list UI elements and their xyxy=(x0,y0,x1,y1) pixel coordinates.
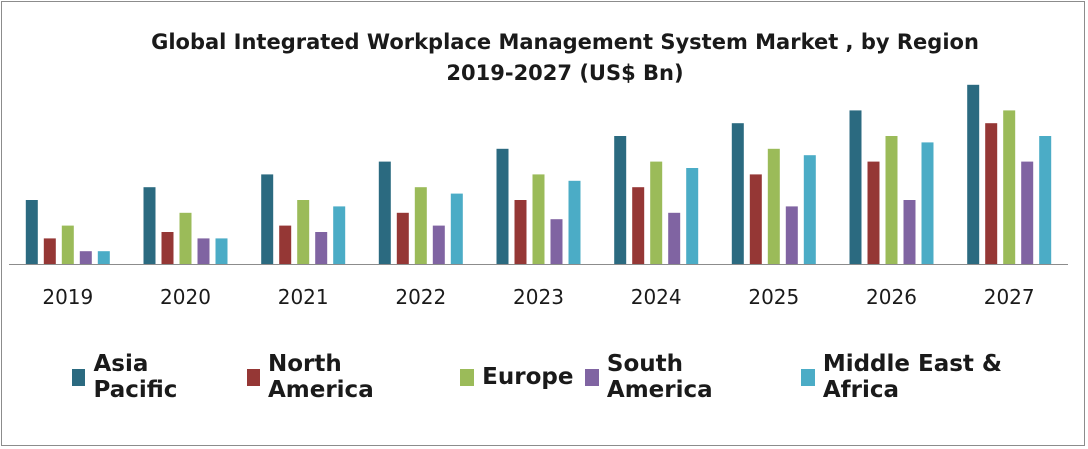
bar-asia-pacific-2024 xyxy=(614,136,627,264)
x-tick-label: 2024 xyxy=(631,285,682,309)
bar-middle-east-africa-2020 xyxy=(215,238,228,264)
bar-north-america-2019 xyxy=(43,238,56,264)
x-tick-label: 2021 xyxy=(278,285,329,309)
bar-middle-east-africa-2026 xyxy=(921,142,934,264)
bar-north-america-2027 xyxy=(985,123,998,264)
bar-south-america-2022 xyxy=(432,225,445,264)
bar-asia-pacific-2025 xyxy=(731,123,744,264)
bar-south-america-2020 xyxy=(197,238,210,264)
chart-legend: Asia Pacific North America Europe South Ame… xyxy=(72,351,1088,403)
bar-middle-east-africa-2022 xyxy=(450,193,463,264)
legend-label: Europe xyxy=(482,364,574,390)
bar-middle-east-africa-2027 xyxy=(1039,136,1052,264)
chart-subtitle: 2019-2027 (US$ Bn) xyxy=(446,61,684,85)
legend-item: Middle East & Africa xyxy=(801,351,1076,403)
legend-label: South America xyxy=(606,351,713,403)
chart-title: Global Integrated Workplace Management S… xyxy=(151,30,979,54)
legend-swatch xyxy=(246,368,260,386)
bar-south-america-2027 xyxy=(1021,161,1034,264)
bar-asia-pacific-2026 xyxy=(849,110,862,265)
bar-europe-2020 xyxy=(179,212,192,264)
bar-north-america-2022 xyxy=(396,212,409,264)
x-tick-label: 2025 xyxy=(748,285,799,309)
bar-south-america-2024 xyxy=(668,212,681,264)
bar-south-america-2023 xyxy=(550,219,563,264)
bar-europe-2025 xyxy=(767,148,780,264)
x-tick-label: 2026 xyxy=(866,285,917,309)
bar-europe-2023 xyxy=(532,174,545,264)
bar-middle-east-africa-2025 xyxy=(803,155,816,264)
bar-south-america-2025 xyxy=(785,206,798,264)
legend-swatch xyxy=(460,368,475,386)
x-tick-label: 2020 xyxy=(160,285,211,309)
bar-south-america-2026 xyxy=(903,200,916,264)
x-tick-label: 2027 xyxy=(984,285,1035,309)
bar-europe-2024 xyxy=(650,161,663,264)
bar-north-america-2023 xyxy=(514,200,527,264)
bar-middle-east-africa-2021 xyxy=(333,206,346,264)
bar-south-america-2019 xyxy=(79,251,92,264)
x-tick-label: 2019 xyxy=(42,285,93,309)
bar-asia-pacific-2020 xyxy=(143,187,156,264)
bar-asia-pacific-2019 xyxy=(25,200,38,264)
legend-label: North America xyxy=(267,351,374,403)
x-tick-label: 2022 xyxy=(395,285,446,309)
bar-asia-pacific-2021 xyxy=(261,174,274,264)
bar-asia-pacific-2027 xyxy=(967,84,980,264)
bar-south-america-2021 xyxy=(315,232,328,264)
legend-swatch xyxy=(801,368,815,386)
legend-swatch xyxy=(72,368,86,386)
legend-item: Europe xyxy=(460,364,573,390)
bar-north-america-2026 xyxy=(867,161,880,264)
x-tick-label: 2023 xyxy=(513,285,564,309)
bar-middle-east-africa-2023 xyxy=(568,180,581,264)
legend-item: Asia Pacific xyxy=(72,351,235,403)
bar-middle-east-africa-2024 xyxy=(686,168,699,264)
bar-asia-pacific-2022 xyxy=(378,161,391,264)
bar-north-america-2021 xyxy=(279,225,292,264)
bar-north-america-2025 xyxy=(749,174,762,264)
bar-asia-pacific-2023 xyxy=(496,148,509,264)
bar-north-america-2024 xyxy=(632,187,645,264)
legend-label: Asia Pacific xyxy=(93,351,178,403)
bar-europe-2021 xyxy=(297,200,310,264)
bar-europe-2026 xyxy=(885,136,898,264)
bar-europe-2019 xyxy=(61,225,74,264)
bar-europe-2027 xyxy=(1003,110,1016,265)
bar-europe-2022 xyxy=(414,187,427,264)
legend-item: South America xyxy=(585,351,789,403)
legend-item: North America xyxy=(246,351,449,403)
legend-label: Middle East & Africa xyxy=(822,351,1002,403)
bar-middle-east-africa-2019 xyxy=(97,251,110,264)
legend-swatch xyxy=(585,368,599,386)
bar-north-america-2020 xyxy=(161,232,174,264)
